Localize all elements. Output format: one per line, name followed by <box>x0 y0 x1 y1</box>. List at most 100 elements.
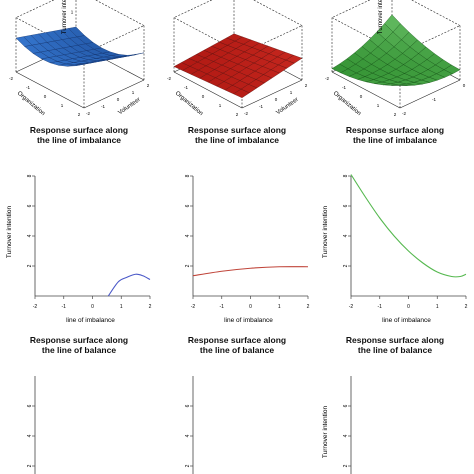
title-line-2: the line of imbalance <box>194 134 280 145</box>
y-tick-label: -1 <box>432 97 436 102</box>
x-tick-label: 0 <box>202 94 205 99</box>
x-tick-label: 0 <box>91 304 94 310</box>
y-tick-label: 6 <box>27 204 33 207</box>
line-chart-balance-yellow: 2 4 6 <box>185 376 194 474</box>
x-tick-label: -1 <box>220 304 225 310</box>
box-edge-bottom <box>83 79 145 109</box>
title-line-2: the line of balance <box>357 344 433 355</box>
x-tick-label: 1 <box>377 103 380 108</box>
y-tick-label: 4 <box>27 234 33 237</box>
y-tick-label: -2 <box>402 111 406 116</box>
y-tick-label: 1 <box>132 90 135 95</box>
y-axis-label: Volunteer <box>276 97 300 116</box>
box-edge-top <box>15 0 55 18</box>
box-edge-top <box>411 0 461 26</box>
x-tick-label: -2 <box>167 76 171 81</box>
x-tick-label: -1 <box>62 304 67 310</box>
title-line-1: Response surface along <box>187 335 287 345</box>
surface-plot-blue: -2 -1 0 1 2 -2 -1 0 1 2 Organization Volunteer Turno… <box>9 0 150 117</box>
surface-facet <box>384 14 401 33</box>
line-chart-balance-green: 2 4 6 Turnover intention <box>322 376 352 474</box>
x-axis-label: Organization <box>332 91 362 117</box>
series-line-0 <box>192 266 309 277</box>
box-edge-bottom <box>173 71 243 109</box>
y-tick-label: 6 <box>343 404 349 407</box>
x-tick-label: -2 <box>325 76 329 81</box>
x-tick-label: -2 <box>191 304 196 310</box>
y-axis-label: Volunteer <box>118 97 142 116</box>
y-tick-label: 8 <box>343 174 349 177</box>
x-tick-label: 0 <box>407 304 410 310</box>
x-tick-label: -2 <box>33 304 38 310</box>
surface-facet <box>226 33 243 42</box>
title-line-2: the line of balance <box>41 344 117 355</box>
x-tick-label: 1 <box>278 304 281 310</box>
y-tick-label: 2 <box>185 264 191 267</box>
y-tick-label: -1 <box>101 104 105 109</box>
y-tick-label: -1 <box>259 104 263 109</box>
x-tick-label: 1 <box>61 103 64 108</box>
y-axis-label: Turnover intention <box>322 406 329 459</box>
line-chart-balance-blue: 2 4 6 <box>27 376 36 474</box>
title-line-1: Response surface along <box>345 125 445 135</box>
z-tick-label: 1 <box>71 9 74 14</box>
y-tick-label: 2 <box>343 264 349 267</box>
y-tick-label: 2 <box>343 464 349 467</box>
x-tick-label: 1 <box>436 304 439 310</box>
box-edge-top <box>95 0 145 26</box>
y-tick-label: 8 <box>185 174 191 177</box>
title-line-1: Response surface along <box>345 335 445 345</box>
y-tick-label: 6 <box>185 204 191 207</box>
box-edge-top <box>253 0 303 26</box>
x-tick-label: -1 <box>26 85 30 90</box>
x-tick-label: 0 <box>360 94 363 99</box>
z-axis-label: Turnover intention <box>62 0 68 34</box>
y-tick-label: 8 <box>27 174 33 177</box>
y-tick-label: 2 <box>27 464 33 467</box>
y-tick-label: -2 <box>86 111 90 116</box>
y-tick-label: 1 <box>290 90 293 95</box>
series-line-0 <box>107 273 151 297</box>
chart-title-balance-1: Response surface along the line of balan… <box>0 335 158 355</box>
y-tick-label: 6 <box>185 404 191 407</box>
x-tick-label: -2 <box>349 304 354 310</box>
x-axis-label: line of imbalance <box>224 317 273 324</box>
title-line-1: Response surface along <box>187 125 287 135</box>
box-edge-top <box>331 0 371 18</box>
y-tick-label: 0 <box>117 97 120 102</box>
y-tick-label: 4 <box>343 234 349 237</box>
y-tick-label: 4 <box>185 234 191 237</box>
x-axis-label: Organization <box>174 91 204 117</box>
y-axis-label: Turnover intention <box>6 206 13 259</box>
box-edge-bottom <box>241 79 303 109</box>
x-tick-label: 2 <box>307 304 310 310</box>
chart-title-balance-3: Response surface along the line of balan… <box>316 335 474 355</box>
y-tick-label: 0 <box>463 83 466 88</box>
y-tick-label: 2 <box>185 464 191 467</box>
y-tick-label: 4 <box>185 434 191 437</box>
y-axis-label: Turnover intention <box>322 206 329 259</box>
series-line-0 <box>350 174 467 278</box>
box-edge-bottom <box>15 71 85 109</box>
box-edge-top <box>173 0 213 18</box>
box-edge-bottom <box>399 79 461 109</box>
x-tick-label: 2 <box>394 112 397 117</box>
x-axis-label: line of imbalance <box>382 317 431 324</box>
chart-title-imbalance-2: Response surface along the line of imbal… <box>158 125 316 145</box>
y-tick-label: 6 <box>343 204 349 207</box>
title-line-1: Response surface along <box>29 125 129 135</box>
x-tick-label: -1 <box>184 85 188 90</box>
line-chart-imbalance-red: 2 4 6 8 -2 -1 0 1 2 line of imbalance <box>185 174 310 324</box>
x-tick-label: 2 <box>78 112 81 117</box>
x-axis-label: line of imbalance <box>66 317 115 324</box>
x-tick-label: -1 <box>378 304 383 310</box>
x-axis-label: Organization <box>16 91 46 117</box>
x-tick-label: -2 <box>9 76 13 81</box>
y-tick-label: 2 <box>147 83 150 88</box>
z-axis-label: Turnover intention <box>378 0 384 34</box>
x-tick-label: 2 <box>149 304 152 310</box>
title-line-2: the line of imbalance <box>36 134 122 145</box>
y-tick-label: 6 <box>27 404 33 407</box>
chart-title-balance-2: Response surface along the line of balan… <box>158 335 316 355</box>
